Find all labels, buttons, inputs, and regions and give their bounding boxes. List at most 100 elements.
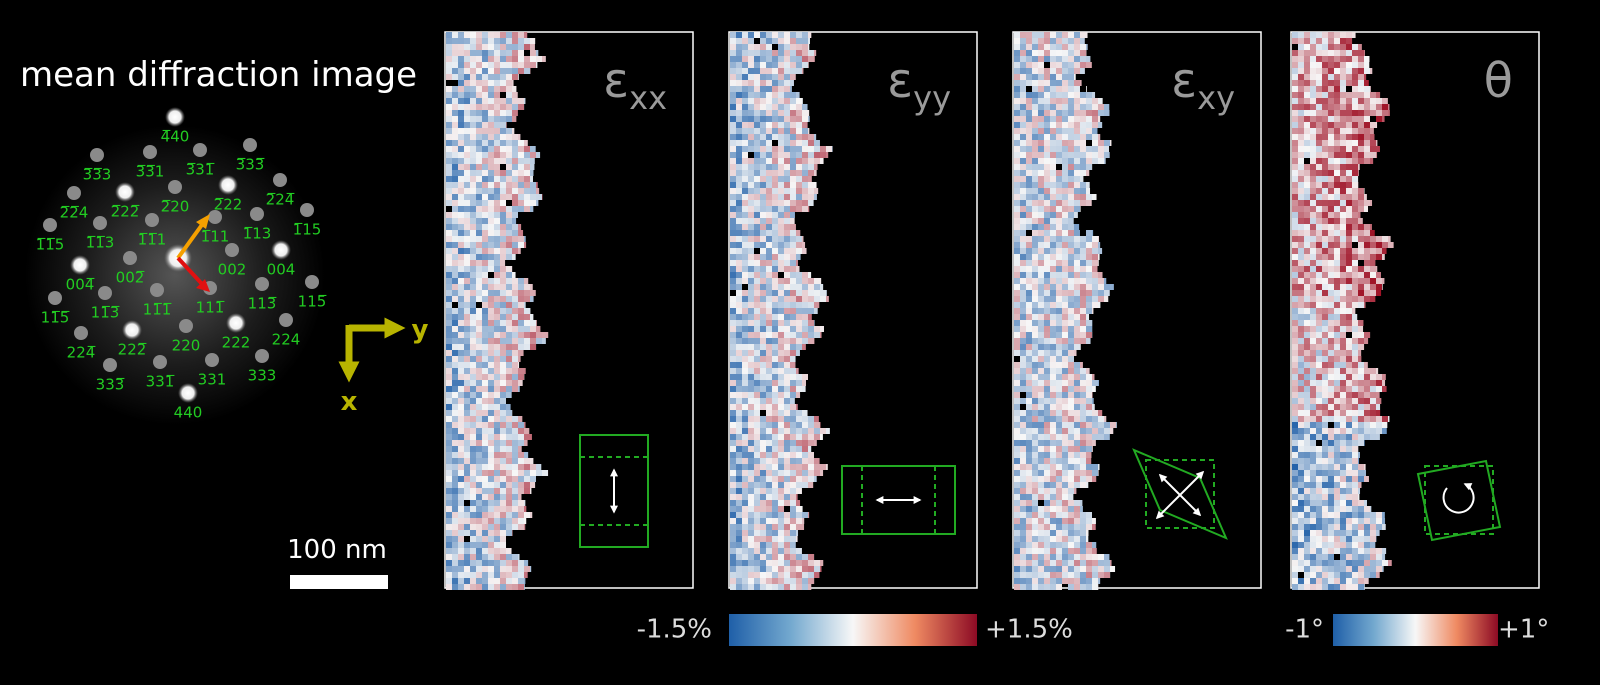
map-pixel: [1056, 584, 1062, 590]
map-pixel: [748, 416, 754, 422]
map-pixel: [1062, 68, 1068, 74]
map-pixel: [452, 182, 458, 188]
map-pixel: [1026, 578, 1032, 584]
map-pixel: [1304, 32, 1310, 38]
map-pixel: [1044, 434, 1050, 440]
map-pixel: [1014, 284, 1020, 290]
map-pixel: [1086, 566, 1092, 572]
map-pixel: [778, 464, 784, 470]
map-pixel: [778, 524, 784, 530]
map-pixel: [1328, 266, 1334, 272]
map-pixel: [458, 62, 464, 68]
map-pixel: [790, 134, 796, 140]
map-pixel: [518, 560, 524, 566]
map-pixel: [742, 344, 748, 350]
map-pixel: [760, 374, 766, 380]
map-pixel: [488, 578, 494, 584]
map-pixel: [512, 98, 518, 104]
map-pixel: [1298, 92, 1304, 98]
map-pixel: [1340, 218, 1346, 224]
map-pixel: [518, 50, 524, 56]
map-pixel: [464, 542, 470, 548]
map-pixel: [1068, 560, 1074, 566]
map-pixel: [1334, 182, 1340, 188]
map-pixel: [1104, 290, 1110, 296]
map-pixel: [1304, 110, 1310, 116]
map-pixel: [500, 416, 506, 422]
map-pixel: [1044, 86, 1050, 92]
map-pixel: [1038, 542, 1044, 548]
map-pixel: [1370, 416, 1376, 422]
map-pixel: [1304, 74, 1310, 80]
map-pixel: [748, 452, 754, 458]
map-pixel: [760, 326, 766, 332]
map-pixel: [1104, 416, 1107, 422]
map-pixel: [1086, 386, 1092, 392]
map-pixel: [488, 38, 494, 44]
map-pixel: [452, 242, 458, 248]
map-pixel: [1044, 506, 1050, 512]
map-pixel: [1328, 32, 1334, 38]
map-pixel: [1044, 92, 1050, 98]
map-pixel: [1104, 554, 1110, 560]
map-pixel: [1080, 176, 1084, 182]
map-pixel: [464, 296, 470, 302]
map-pixel: [458, 332, 464, 338]
map-pixel: [760, 458, 766, 464]
map-pixel: [1340, 230, 1346, 236]
map-pixel: [1370, 284, 1376, 290]
map-pixel: [1292, 38, 1298, 44]
map-pixel: [796, 50, 802, 56]
map-pixel: [796, 116, 802, 122]
spot: [74, 326, 88, 340]
map-pixel: [1304, 368, 1310, 374]
map-pixel: [790, 74, 796, 80]
map-pixel: [1292, 482, 1298, 488]
map-pixel: [1292, 146, 1298, 152]
map-pixel: [730, 68, 736, 74]
map-pixel: [464, 62, 470, 68]
map-pixel: [1382, 104, 1388, 110]
map-pixel: [470, 566, 476, 572]
map-pixel: [1062, 188, 1068, 194]
map-pixel: [1086, 332, 1092, 338]
map-pixel: [754, 488, 760, 494]
map-pixel: [476, 476, 482, 482]
map-pixel: [766, 80, 772, 86]
map-pixel: [790, 344, 796, 350]
map-pixel: [452, 434, 458, 440]
map-pixel: [512, 68, 518, 74]
map-pixel: [476, 512, 482, 518]
map-pixel: [488, 422, 494, 428]
map-pixel: [470, 176, 476, 182]
map-pixel: [1098, 116, 1101, 122]
map-pixel: [1038, 344, 1044, 350]
map-pixel: [524, 512, 530, 518]
map-pixel: [1292, 368, 1298, 374]
map-pixel: [470, 446, 476, 452]
map-pixel: [784, 98, 790, 104]
map-pixel: [808, 176, 812, 182]
map-pixel: [742, 518, 748, 524]
map-pixel: [1014, 38, 1020, 44]
map-pixel: [464, 392, 470, 398]
map-pixel: [1062, 494, 1068, 500]
map-pixel: [1068, 464, 1074, 470]
map-pixel: [1038, 326, 1044, 332]
map-pixel: [1340, 386, 1346, 392]
map-pixel: [1038, 506, 1044, 512]
map-pixel: [452, 428, 458, 434]
map-pixel: [778, 578, 784, 584]
map-pixel: [796, 416, 802, 422]
map-pixel: [1050, 524, 1056, 530]
map-pixel: [796, 554, 802, 560]
map-pixel: [748, 92, 754, 98]
map-pixel: [1080, 44, 1086, 50]
map-pixel: [1370, 128, 1374, 134]
map-pixel: [1358, 230, 1364, 236]
map-pixel: [1334, 272, 1340, 278]
map-pixel: [748, 146, 754, 152]
map-pixel: [766, 554, 772, 560]
map-pixel: [1038, 512, 1044, 518]
map-pixel: [1080, 536, 1086, 542]
